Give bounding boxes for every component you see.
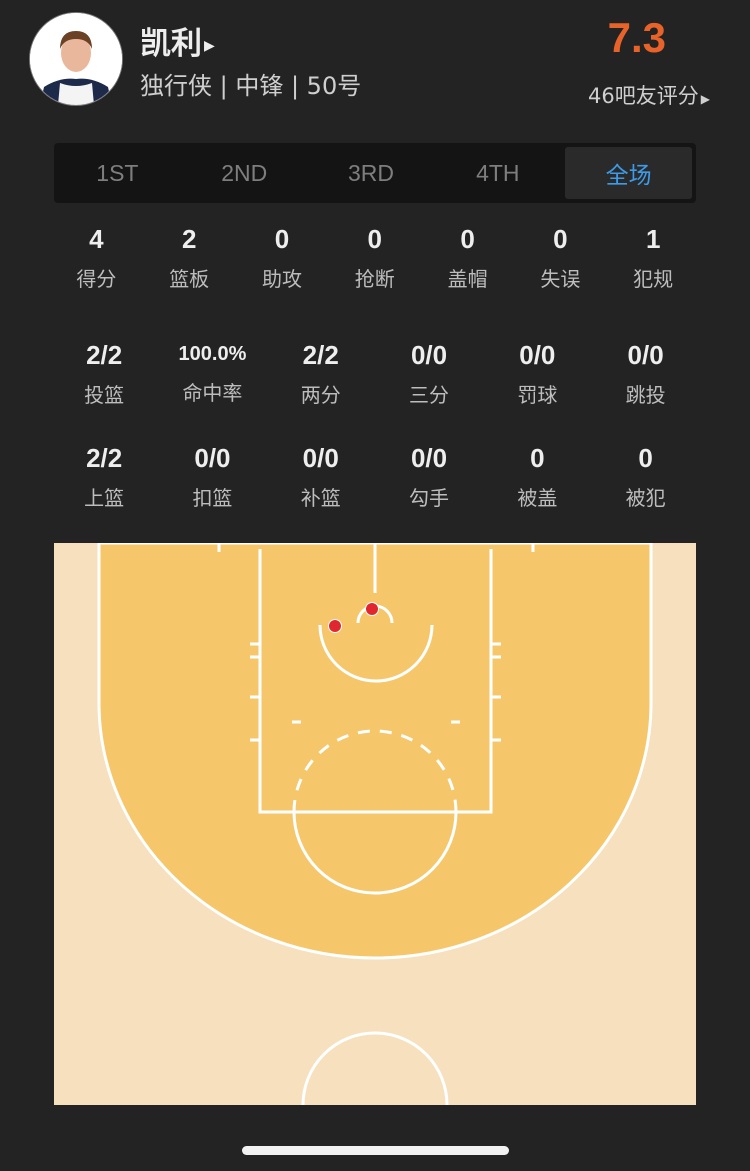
basic-stats: 4 得分 2 篮板 0 助攻 0 抢断 0 盖帽 0 失误 1 犯规 bbox=[50, 224, 700, 292]
stat-assists: 0 助攻 bbox=[261, 224, 302, 291]
player-rating: 7.3 bbox=[607, 14, 666, 61]
stat-2pt: 2/2 两分 bbox=[300, 340, 341, 407]
stat-putback: 0/0 补篮 bbox=[300, 443, 341, 510]
stat-turnovers: 0 失误 bbox=[540, 224, 581, 291]
tab-2nd[interactable]: 2ND bbox=[221, 159, 268, 186]
stat-steals: 0 抢断 bbox=[354, 224, 395, 291]
stat-rebounds: 2 篮板 bbox=[169, 224, 210, 291]
tab-3rd[interactable]: 3RD bbox=[347, 159, 394, 186]
court-lines bbox=[217, 543, 535, 1105]
home-indicator[interactable] bbox=[242, 1146, 509, 1155]
play-arrow-icon: ▶ bbox=[700, 92, 710, 106]
player-avatar[interactable] bbox=[29, 12, 123, 106]
tab-full-game[interactable]: 全场 bbox=[565, 147, 692, 199]
stat-fouls: 1 犯规 bbox=[633, 224, 674, 291]
rating-count-link[interactable]: 46吧友评分 ▶ bbox=[588, 84, 710, 108]
player-photo-icon bbox=[30, 13, 122, 105]
play-arrow-icon: ▶ bbox=[204, 37, 215, 54]
tab-4th[interactable]: 4TH bbox=[476, 159, 520, 186]
stat-3pt: 0/0 三分 bbox=[409, 340, 450, 407]
player-info: 独行侠 | 中锋 | 50号 bbox=[140, 72, 362, 100]
stat-hook: 0/0 勾手 bbox=[409, 443, 450, 510]
stat-blocks: 0 盖帽 bbox=[447, 224, 488, 291]
made-shot-marker bbox=[328, 619, 342, 633]
stat-jumpshot: 0/0 跳投 bbox=[625, 340, 666, 407]
stat-points: 4 得分 bbox=[76, 224, 117, 291]
shot-chart-court bbox=[54, 543, 696, 1105]
made-shot-marker bbox=[365, 602, 379, 616]
stat-dunk: 0/0 扣篮 bbox=[192, 443, 233, 510]
stat-layup: 2/2 上篮 bbox=[84, 443, 125, 510]
shooting-stats: 2/2 投篮 100.0% 命中率 2/2 两分 0/0 三分 0/0 罚球 0/0 跳投 bbox=[50, 340, 700, 408]
stat-blocked: 0 被盖 bbox=[517, 443, 558, 510]
stat-fg-pct: 100.0% 命中率 bbox=[178, 343, 247, 405]
stat-ft: 0/0 罚球 bbox=[517, 340, 558, 407]
period-tabs: 1ST 2ND 3RD 4TH 全场 bbox=[54, 143, 696, 203]
tab-1st[interactable]: 1ST bbox=[96, 159, 139, 186]
player-name[interactable]: 凯利 ▶ bbox=[140, 26, 215, 62]
stat-fouled: 0 被犯 bbox=[625, 443, 666, 510]
shot-type-stats: 2/2 上篮 0/0 扣篮 0/0 补篮 0/0 勾手 0 被盖 0 被犯 bbox=[50, 443, 700, 511]
three-point-area bbox=[97, 543, 653, 960]
stat-fg: 2/2 投篮 bbox=[84, 340, 125, 407]
